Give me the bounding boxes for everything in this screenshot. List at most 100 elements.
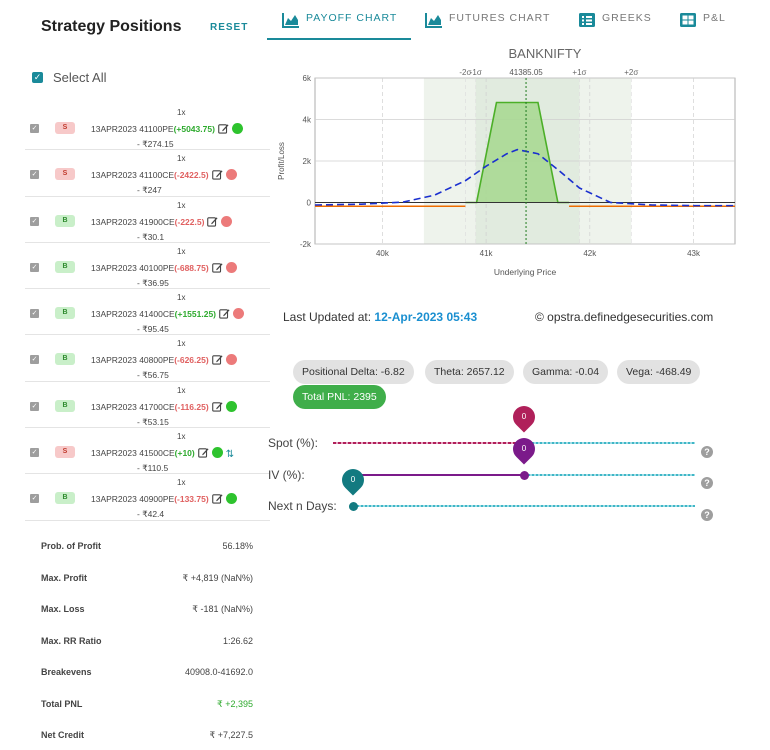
- stat-label: Total PNL: [41, 698, 83, 709]
- y-axis-label: Profit/Loss: [277, 142, 286, 180]
- copyright-text: © opstra.definedgesecurities.com: [535, 310, 714, 324]
- swap-icon[interactable]: ⇅: [225, 449, 235, 461]
- status-active-dot-icon[interactable]: [225, 400, 237, 412]
- reset-button[interactable]: RESET: [210, 22, 249, 33]
- stat-value: ₹ +2,395: [216, 698, 253, 709]
- position-row: ✓ B 1x 13APR2023 41900CE(-222.5) - ₹30.1: [25, 197, 270, 243]
- tab-pnl[interactable]: P&L: [679, 12, 726, 38]
- position-pnl: (+5043.75): [173, 124, 215, 134]
- buy-sell-badge: S: [55, 122, 75, 134]
- position-checkbox[interactable]: ✓: [30, 124, 39, 133]
- position-checkbox[interactable]: ✓: [30, 448, 39, 458]
- iv-help-icon[interactable]: ?: [701, 477, 713, 489]
- stat-label: Breakevens: [41, 667, 92, 677]
- sigma-label: -2σ: [459, 68, 471, 77]
- position-row: ✓ S 1x 13APR2023 41100PE(+5043.75) - ₹274.15: [25, 104, 270, 151]
- status-active-dot-icon[interactable]: [225, 493, 237, 505]
- edit-icon[interactable]: [207, 216, 218, 227]
- spot-slider-track-filled-texture: [333, 442, 524, 444]
- position-checkbox[interactable]: ✓: [30, 262, 39, 272]
- position-pnl: (-688.75): [174, 262, 209, 273]
- instrument-name: 13APR2023 41100PE: [91, 124, 174, 134]
- sigma-label: +2σ: [624, 68, 638, 77]
- days-help-icon[interactable]: ?: [701, 509, 713, 521]
- position-checkbox[interactable]: ✓: [30, 401, 39, 411]
- status-inactive-dot-icon[interactable]: [225, 261, 237, 273]
- spot-slider-value: 0: [521, 412, 527, 421]
- position-premium: - ₹36.95: [137, 277, 169, 288]
- days-slider-track[interactable]: [353, 505, 695, 507]
- status-inactive-dot-icon[interactable]: [225, 169, 237, 181]
- chart-area-icon: [282, 13, 299, 28]
- days-slider-label: Next n Days:: [268, 499, 337, 513]
- status-active-dot-icon[interactable]: [231, 123, 243, 134]
- days-slider-value-pin: 0: [337, 464, 369, 496]
- edit-icon[interactable]: [211, 262, 223, 273]
- status-inactive-dot-icon[interactable]: [233, 308, 245, 320]
- position-quantity: 1x: [177, 339, 186, 349]
- stat-value: 56.18%: [222, 541, 253, 551]
- edit-icon[interactable]: [211, 493, 223, 505]
- position-row: ✓ B 1x 13APR2023 41700CE(-116.25) - ₹53.15: [25, 382, 270, 429]
- spot-help-icon[interactable]: ?: [701, 446, 713, 458]
- checkbox-checked-icon: ✓: [32, 72, 43, 83]
- target-day-curve: [314, 148, 735, 207]
- status-inactive-dot-icon[interactable]: [225, 354, 237, 366]
- buy-sell-badge: B: [55, 353, 75, 366]
- edit-icon[interactable]: [218, 123, 229, 134]
- x-axis-label: Underlying Price: [494, 267, 557, 277]
- status-inactive-dot-icon[interactable]: [221, 215, 233, 227]
- position-quantity: 1x: [177, 293, 186, 303]
- iv-slider-track-filled[interactable]: [353, 474, 524, 476]
- last-updated: Last Updated at: 12-Apr-2023 05:43: [283, 310, 477, 324]
- edit-icon[interactable]: [211, 401, 223, 412]
- position-quantity: 1x: [177, 246, 186, 256]
- position-checkbox[interactable]: ✓: [30, 494, 39, 504]
- last-updated-timestamp: 12-Apr-2023 05:43: [374, 310, 478, 324]
- spot-slider-value-pin: 0: [508, 401, 540, 433]
- stat-label: Max. RR Ratio: [41, 635, 102, 646]
- tab-greeks[interactable]: GREEKS: [578, 12, 652, 38]
- edit-icon[interactable]: [211, 169, 223, 180]
- select-all-checkbox[interactable]: ✓ Select All: [32, 70, 106, 85]
- select-all-label: Select All: [53, 70, 107, 85]
- position-pnl: (-133.75): [174, 494, 209, 505]
- position-premium: - ₹30.1: [137, 231, 165, 242]
- instrument-name: 13APR2023 41100CE: [91, 170, 175, 181]
- position-premium: - ₹95.45: [137, 324, 169, 335]
- position-row: ✓ B 1x 13APR2023 40100PE(-688.75) - ₹36.95: [25, 243, 270, 290]
- position-quantity: 1x: [177, 154, 186, 164]
- y-tick-label: 6k: [303, 74, 312, 83]
- spot-slider-track[interactable]: [524, 442, 695, 444]
- position-checkbox[interactable]: ✓: [30, 170, 39, 180]
- position-row: ✓ B 1x 13APR2023 40800PE(-626.25) - ₹56.75: [25, 335, 270, 382]
- tab-payoff-chart[interactable]: PAYOFF CHART: [282, 12, 397, 38]
- position-premium: - ₹42.4: [137, 509, 165, 520]
- stat-value: ₹ +4,819 (NaN%): [182, 572, 253, 583]
- tab-futures-chart-label: FUTURES CHART: [449, 12, 551, 24]
- edit-icon[interactable]: [211, 354, 223, 366]
- table-list-icon: [579, 13, 595, 27]
- edit-icon[interactable]: [219, 308, 230, 319]
- position-pnl: (+1551.25): [174, 309, 217, 320]
- stat-label: Max. Profit: [41, 572, 88, 583]
- iv-slider-label: IV (%):: [268, 468, 305, 482]
- iv-slider-thumb[interactable]: [519, 470, 529, 480]
- position-premium: - ₹247: [137, 185, 162, 196]
- payoff-chart[interactable]: -2k 0 2k 4k 6k 40k 41k 42k 43k -2σ-1σ +1σ +2σ 41385.…: [270, 44, 750, 284]
- stat-value: 1:26.62: [222, 635, 253, 646]
- stat-row: Prob. of Profit 56.18%: [41, 530, 253, 562]
- position-quantity: 1x: [177, 200, 186, 210]
- position-checkbox[interactable]: ✓: [30, 216, 39, 226]
- status-active-dot-icon[interactable]: [211, 447, 223, 459]
- tab-futures-chart[interactable]: FUTURES CHART: [425, 12, 550, 38]
- position-instrument: 13APR2023 40100PE(-688.75): [91, 261, 237, 273]
- tab-greeks-label: GREEKS: [602, 12, 652, 24]
- positional-delta-chip: Positional Delta: -6.82: [293, 360, 414, 384]
- position-instrument: 13APR2023 41900CE(-222.5): [91, 215, 233, 227]
- days-slider-thumb[interactable]: [348, 501, 358, 511]
- position-checkbox[interactable]: ✓: [30, 309, 39, 319]
- position-checkbox[interactable]: ✓: [30, 355, 39, 365]
- iv-slider-track[interactable]: [524, 474, 695, 476]
- edit-icon[interactable]: [197, 447, 209, 458]
